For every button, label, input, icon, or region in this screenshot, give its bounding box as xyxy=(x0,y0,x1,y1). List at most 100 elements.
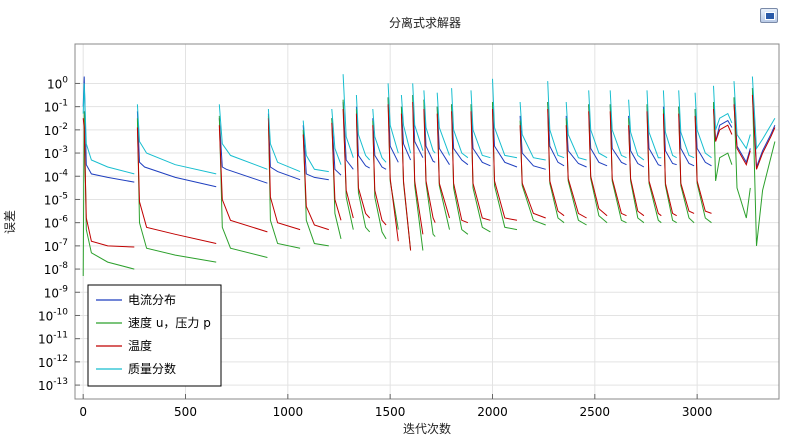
series-line xyxy=(82,74,776,175)
series-segment xyxy=(662,106,677,166)
series-segment xyxy=(565,118,587,226)
series-segment xyxy=(565,125,587,219)
x-tick-label: 1500 xyxy=(375,405,406,419)
y-axis-label: 误差 xyxy=(3,210,17,234)
series-segment xyxy=(694,115,712,214)
series-segment xyxy=(662,113,677,217)
series-segment xyxy=(136,104,217,175)
series-segment xyxy=(387,104,399,242)
y-tick-label: 10-1 xyxy=(44,99,68,115)
series-segment xyxy=(519,101,546,161)
series-segment xyxy=(372,118,387,170)
plot-series xyxy=(82,74,776,277)
series-segment xyxy=(713,85,733,130)
export-image-icon[interactable] xyxy=(760,8,778,23)
x-tick-label: 500 xyxy=(174,405,197,419)
series-segment xyxy=(628,125,645,217)
y-tick-label: 10-6 xyxy=(44,215,69,231)
y-tick-label: 10-12 xyxy=(38,354,68,370)
series-segment xyxy=(751,88,776,246)
series-segment xyxy=(218,115,268,258)
y-tick-label: 10-10 xyxy=(38,307,68,323)
series-segment xyxy=(82,118,135,248)
series-segment xyxy=(646,90,662,159)
series-segment xyxy=(733,97,751,219)
series-segment xyxy=(400,113,412,251)
y-tick-label: 10-9 xyxy=(44,284,69,300)
series-segment xyxy=(355,106,370,169)
series-segment xyxy=(423,108,436,223)
series-segment xyxy=(733,81,751,150)
series-segment xyxy=(412,83,424,151)
series-segment xyxy=(678,90,695,159)
series-segment xyxy=(387,83,399,154)
series-segment xyxy=(342,74,354,158)
series-segment xyxy=(565,101,587,161)
series-segment xyxy=(82,76,135,183)
series-segment xyxy=(451,111,469,224)
legend-label: 温度 xyxy=(128,338,152,353)
series-segment xyxy=(519,115,546,170)
series-segment xyxy=(609,104,627,166)
series-segment xyxy=(751,76,776,150)
series-segment xyxy=(547,101,565,167)
series-segment xyxy=(492,78,518,159)
series-segment xyxy=(646,104,662,224)
series-segment xyxy=(519,120,546,226)
series-segment xyxy=(355,94,371,161)
y-tick-label: 100 xyxy=(47,75,68,91)
y-tick-label: 10-5 xyxy=(44,191,68,207)
series-segment xyxy=(267,108,301,173)
legend-label: 质量分数 xyxy=(128,361,176,376)
y-tick-label: 10-7 xyxy=(44,238,68,254)
series-segment xyxy=(372,125,387,226)
series-segment xyxy=(355,113,371,219)
series-segment xyxy=(218,104,268,170)
series-line xyxy=(82,76,776,188)
x-tick-label: 0 xyxy=(79,405,87,419)
series-segment xyxy=(492,108,518,221)
series-segment xyxy=(678,113,695,214)
y-axis-ticks: 100 10-1 10-2 10-3 10-4 10-5 10-6 10-7 10-8 10-9 1… xyxy=(38,75,80,393)
y-tick-label: 10-8 xyxy=(44,261,69,277)
y-tick-label: 10-2 xyxy=(44,122,68,138)
x-axis-label: 迭代次数 xyxy=(403,421,451,436)
series-segment xyxy=(436,113,450,219)
series-segment xyxy=(646,104,662,167)
series-segment xyxy=(218,118,268,184)
series-segment xyxy=(609,111,627,217)
series-segment xyxy=(342,108,354,219)
series-segment xyxy=(470,90,491,159)
series-segment xyxy=(451,104,469,235)
series-segment xyxy=(609,90,627,159)
series-segment xyxy=(267,118,301,231)
x-tick-label: 2500 xyxy=(580,405,611,419)
series-segment xyxy=(565,115,587,168)
series-segment xyxy=(331,122,342,221)
series-segment xyxy=(628,115,645,168)
series-line xyxy=(82,88,776,277)
series-segment xyxy=(218,125,268,233)
chart-title: 分离式求解器 xyxy=(389,15,461,30)
y-tick-label: 10-3 xyxy=(44,145,68,161)
x-tick-label: 3000 xyxy=(682,405,713,419)
series-segment xyxy=(136,127,217,244)
series-segment xyxy=(547,108,565,217)
legend-label: 电流分布 xyxy=(128,293,176,307)
x-tick-label: 2000 xyxy=(477,405,508,419)
series-segment xyxy=(451,88,469,159)
series-segment xyxy=(470,111,491,221)
y-tick-label: 10-11 xyxy=(38,331,68,347)
series-segment xyxy=(436,92,450,156)
series-segment xyxy=(412,101,424,235)
series-segment xyxy=(331,108,342,165)
x-tick-label: 1000 xyxy=(273,405,304,419)
series-segment xyxy=(423,90,436,154)
series-segment xyxy=(662,90,677,159)
series-segment xyxy=(136,111,217,188)
series-segment xyxy=(588,90,608,159)
legend-label: 速度 u，压力 p xyxy=(128,315,211,330)
series-segment xyxy=(588,111,608,217)
